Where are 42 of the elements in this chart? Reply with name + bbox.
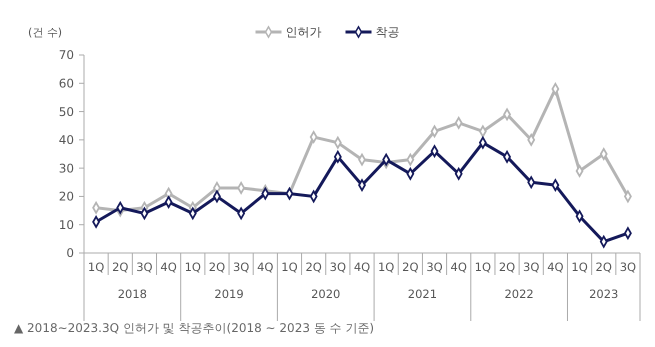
x-tick-label: 3Q <box>620 260 636 274</box>
legend-label: 착공 <box>376 25 400 40</box>
text: ▲ 2018~2023.3Q 인허가 및 착공추이(2018 ~ 2023 동 수 기준) <box>14 321 374 335</box>
text: 2020 <box>311 287 340 301</box>
x-tick-label: 4Q <box>450 260 467 274</box>
x-tick-label: 3Q <box>136 260 153 274</box>
x-tick-label: 2Q <box>402 260 419 274</box>
text: 2019 <box>214 287 244 301</box>
text: 2022 <box>504 287 534 301</box>
text: 2021 <box>408 287 438 301</box>
x-tick-label: 4Q <box>257 260 274 274</box>
x-tick-label: 1Q <box>281 260 298 274</box>
legend-label: 인허가 <box>286 25 322 40</box>
y-tick-label: 60 <box>58 76 74 90</box>
x-tick-label: 4Q <box>547 260 564 274</box>
x-tick-label: 2Q <box>305 260 322 274</box>
x-tick-label: 4Q <box>354 260 370 274</box>
y-axis-title: (건 수) <box>28 26 62 39</box>
x-tick-label: 1Q <box>378 260 394 274</box>
x-tick-label: 3Q <box>232 260 250 274</box>
x-tick-label: 3Q <box>523 260 540 274</box>
x-tick-label: 3Q <box>426 260 443 274</box>
x-tick-label: 2Q <box>112 260 128 274</box>
y-tick-label: 0 <box>66 246 74 260</box>
x-tick-label: 3Q <box>330 260 346 274</box>
y-tick-label: 20 <box>58 190 74 204</box>
point <box>600 148 608 160</box>
x-tick-label: 1Q <box>474 260 492 274</box>
y-tick-label: 10 <box>58 218 74 232</box>
x-tick-label: 4Q <box>160 260 177 274</box>
y-tick-label: 40 <box>58 133 74 148</box>
y-tick-label: 50 <box>58 104 74 119</box>
x-tick-label: 2Q <box>498 260 516 274</box>
x-tick-label: 2Q <box>208 260 226 274</box>
text: 2023 <box>589 287 618 301</box>
text: 2018 <box>118 287 147 301</box>
x-tick-label: 2Q <box>596 260 612 274</box>
y-tick-label: 30 <box>58 161 74 176</box>
y-tick-label: 70 <box>58 48 74 62</box>
x-tick-label: 1Q <box>571 260 588 274</box>
x-tick-label: 1Q <box>88 260 104 274</box>
x-tick-label: 1Q <box>184 260 201 274</box>
